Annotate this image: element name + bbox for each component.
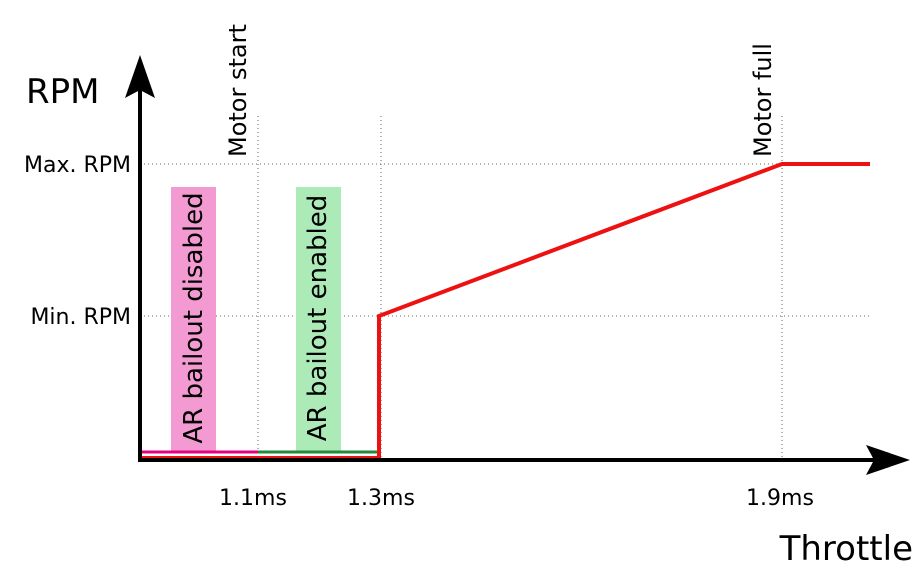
bailout-disabled-band <box>171 187 216 451</box>
x-tick-1-3ms: 1.3ms <box>347 486 415 511</box>
bailout-enabled-band <box>296 187 341 451</box>
y-axis-arrow-icon <box>125 55 155 98</box>
x-axis-title: Throttle <box>779 529 913 565</box>
y-axis-title: RPM <box>26 72 99 112</box>
bailout-disabled-label: AR bailout disabled <box>179 192 209 443</box>
bailout-enabled-label: AR bailout enabled <box>303 195 333 441</box>
rpm-curve <box>140 162 870 460</box>
x-tick-1-9ms: 1.9ms <box>746 486 814 511</box>
x-tick-1-1ms: 1.1ms <box>219 486 287 511</box>
y-tick-max-rpm: Max. RPM <box>24 153 131 178</box>
motor-full-label: Motor full <box>749 43 777 157</box>
y-tick-min-rpm: Min. RPM <box>30 305 131 330</box>
x-axis-arrow-icon <box>866 445 910 475</box>
motor-start-label: Motor start <box>224 24 252 157</box>
